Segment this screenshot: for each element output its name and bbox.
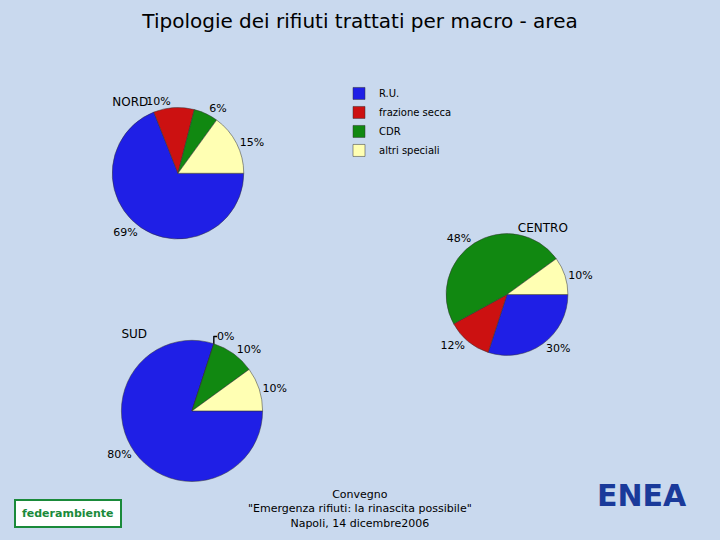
svg-text:0%: 0%: [217, 330, 234, 343]
svg-text:CENTRO: CENTRO: [518, 221, 568, 235]
svg-text:48%: 48%: [447, 232, 471, 245]
svg-text:80%: 80%: [107, 448, 131, 461]
svg-text:altri speciali: altri speciali: [379, 145, 440, 156]
svg-text:R.U.: R.U.: [379, 88, 399, 99]
svg-text:10%: 10%: [262, 382, 286, 395]
svg-text:10%: 10%: [568, 269, 592, 282]
svg-text:30%: 30%: [546, 342, 570, 355]
svg-text:6%: 6%: [209, 102, 226, 115]
svg-text:69%: 69%: [113, 226, 137, 239]
svg-text:NORD: NORD: [112, 95, 148, 109]
svg-text:12%: 12%: [440, 339, 464, 352]
svg-text:SUD: SUD: [121, 327, 147, 341]
svg-text:10%: 10%: [237, 343, 261, 356]
svg-text:ENEA: ENEA: [597, 478, 687, 513]
svg-text:Convegno"Emergenza rifiuti: la: Convegno"Emergenza rifiuti: la rinascita…: [248, 488, 472, 530]
svg-text:CDR: CDR: [379, 126, 401, 137]
svg-text:federambiente: federambiente: [22, 507, 114, 520]
svg-text:Tipologie dei rifiuti trattati: Tipologie dei rifiuti trattati per macro…: [141, 9, 577, 33]
svg-text:10%: 10%: [146, 95, 170, 108]
svg-text:frazione secca: frazione secca: [379, 107, 451, 118]
svg-text:15%: 15%: [240, 136, 264, 149]
